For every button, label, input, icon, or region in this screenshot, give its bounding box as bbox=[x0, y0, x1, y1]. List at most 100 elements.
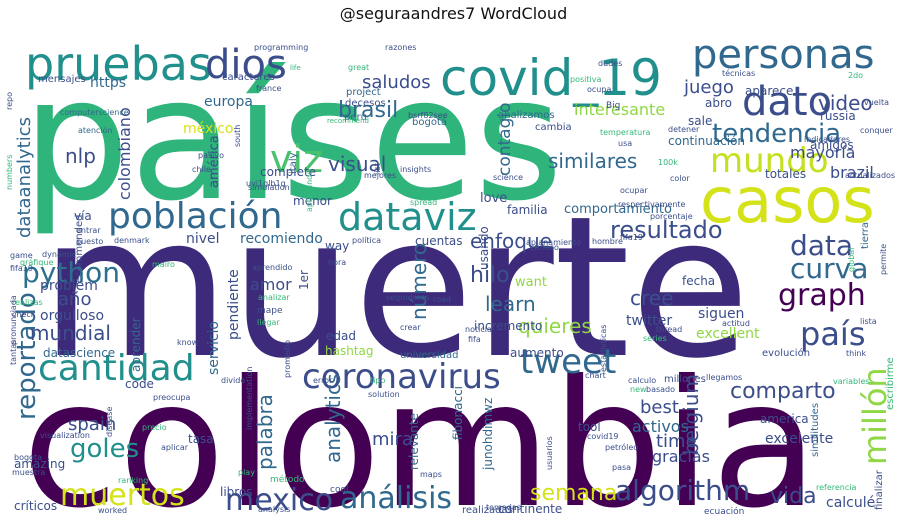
word-176: fifa bbox=[468, 335, 481, 344]
word-172: promedio bbox=[283, 340, 292, 378]
word-0: países bbox=[22, 41, 563, 239]
word-69: twitter bbox=[626, 313, 672, 329]
word-60: gracias bbox=[652, 447, 710, 466]
word-128: recommended bbox=[74, 215, 85, 287]
word-56: mira bbox=[372, 429, 413, 450]
word-8: dato bbox=[742, 79, 832, 125]
word-118: project bbox=[346, 87, 381, 98]
word-204: visualization bbox=[40, 431, 90, 440]
word-122: cambia bbox=[535, 122, 572, 133]
word-11: dataviz bbox=[338, 195, 477, 239]
word-4: covid_19 bbox=[440, 49, 662, 107]
word-155: hombre bbox=[592, 237, 623, 246]
word-127: actitud bbox=[722, 319, 750, 328]
word-219: curioso bbox=[530, 243, 559, 252]
word-25: análisis bbox=[340, 481, 452, 516]
word-203: worked bbox=[98, 506, 127, 515]
word-211: preocupa bbox=[153, 393, 191, 402]
word-207: tantas bbox=[9, 340, 18, 365]
word-74: méxico bbox=[183, 121, 233, 137]
word-98: america bbox=[760, 412, 809, 426]
word-227: numbers bbox=[5, 155, 14, 190]
word-14: cantidad bbox=[38, 348, 195, 389]
word-53: brazil bbox=[830, 163, 874, 182]
word-237: fifa19 bbox=[620, 233, 643, 242]
word-180: lista bbox=[860, 317, 877, 326]
word-85: menor bbox=[293, 194, 332, 208]
word-21: python bbox=[22, 256, 120, 289]
word-196: realizadas bbox=[462, 505, 513, 516]
word-23: millón bbox=[856, 367, 894, 465]
word-106: junohdimwz bbox=[481, 398, 495, 471]
word-91: servicio bbox=[206, 321, 222, 375]
word-2: colombia bbox=[22, 344, 818, 524]
word-220: temperatura bbox=[600, 128, 651, 137]
word-55: spain bbox=[68, 414, 116, 435]
word-145: indicadores bbox=[804, 135, 850, 144]
word-153: porcentaje bbox=[650, 212, 693, 221]
word-102: code bbox=[125, 377, 154, 391]
word-215: estadísticas bbox=[599, 325, 608, 372]
word-206: bogota bbox=[14, 453, 42, 462]
word-120: peru bbox=[344, 112, 367, 123]
word-54: año bbox=[58, 289, 91, 310]
word-79: russia bbox=[820, 109, 856, 123]
word-82: abro bbox=[705, 96, 732, 110]
word-105: fibonacci bbox=[451, 386, 465, 440]
word-64: datascience bbox=[43, 346, 115, 360]
word-135: dudes bbox=[598, 59, 622, 68]
word-50: nlp bbox=[65, 144, 96, 168]
word-169: llegar bbox=[257, 318, 280, 327]
word-95: usando bbox=[477, 226, 491, 270]
word-52: mayoría bbox=[790, 143, 855, 162]
word-239: repo bbox=[5, 92, 14, 110]
word-240: life bbox=[290, 64, 301, 72]
word-90: pendiente bbox=[226, 269, 242, 340]
word-187: calculo bbox=[628, 376, 656, 385]
word-100: calculé bbox=[826, 495, 875, 511]
word-147: conquer bbox=[860, 126, 893, 135]
word-16: tweet bbox=[520, 342, 616, 382]
word-222: 2do bbox=[848, 71, 863, 80]
word-97: aumento bbox=[510, 346, 564, 360]
word-78: amigos bbox=[810, 138, 854, 152]
word-151: Big bbox=[606, 101, 620, 111]
word-13: tendencia bbox=[712, 119, 841, 149]
word-5: pruebas bbox=[25, 37, 212, 91]
word-27: muertos bbox=[60, 478, 185, 513]
word-48: enfoque bbox=[470, 229, 552, 253]
word-131: similitudes bbox=[810, 403, 821, 457]
word-228: science bbox=[493, 173, 523, 182]
word-139: pasivo bbox=[198, 151, 224, 160]
word-193: referencia bbox=[816, 483, 857, 492]
word-73: américa bbox=[207, 135, 222, 188]
word-10: población bbox=[108, 196, 282, 237]
word-149: técnicas bbox=[722, 68, 755, 78]
word-66: recomiendo bbox=[240, 231, 323, 247]
chart-title: @seguraandres7 WordCloud bbox=[339, 4, 568, 23]
word-214: usuarios bbox=[545, 436, 554, 470]
word-88: familia bbox=[507, 203, 548, 217]
word-200: método bbox=[270, 474, 305, 485]
word-140: chile bbox=[192, 165, 211, 174]
word-148: vuelta bbox=[864, 98, 889, 107]
word-142: usa bbox=[618, 139, 632, 148]
word-152: respectivamente bbox=[618, 200, 686, 209]
word-63: problem bbox=[40, 278, 98, 294]
word-225: france bbox=[256, 84, 281, 93]
word-161: dynamic bbox=[42, 250, 76, 259]
word-34: analytics bbox=[321, 374, 345, 463]
word-137: computerscience bbox=[60, 108, 129, 117]
word-96: fecha bbox=[682, 274, 715, 288]
word-123: mensajes bbox=[38, 74, 86, 85]
word-158: denmark bbox=[114, 236, 150, 245]
word-224: uvi1glb1q bbox=[246, 179, 286, 188]
word-38: video bbox=[818, 91, 873, 115]
word-202: ranking bbox=[118, 476, 148, 485]
word-150: actualizados bbox=[845, 171, 895, 180]
word-119: decesos bbox=[345, 98, 386, 109]
word-195: tomadas bbox=[486, 503, 521, 512]
word-189: solution bbox=[368, 390, 400, 399]
word-35: comparto bbox=[730, 379, 836, 404]
